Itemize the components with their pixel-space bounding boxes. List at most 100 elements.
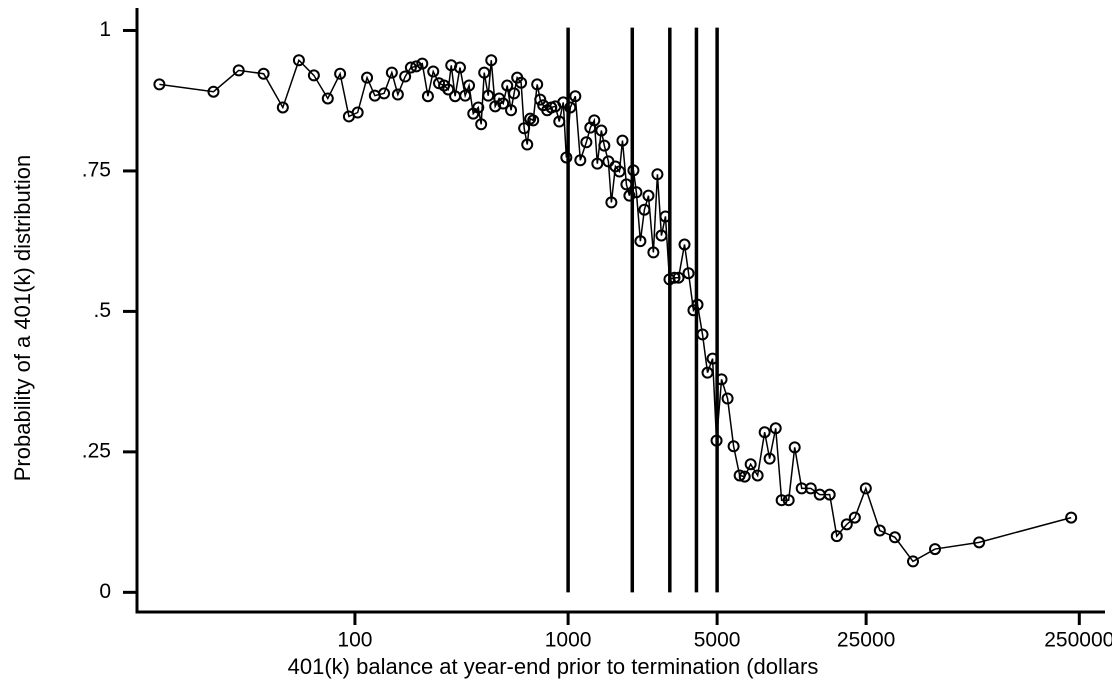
data-point: [651, 168, 664, 181]
data-line: [159, 58, 1072, 563]
data-point: [475, 118, 488, 131]
data-point: [459, 89, 472, 102]
data-point: [701, 366, 714, 379]
data-point: [588, 114, 601, 127]
data-point: [859, 482, 872, 495]
data-point: [527, 114, 540, 127]
data-point: [804, 482, 817, 495]
data-point: [678, 238, 691, 251]
data-point: [472, 101, 485, 114]
data-point: [613, 165, 626, 178]
data-point: [478, 66, 491, 79]
data-point: [782, 494, 795, 507]
data-point: [630, 186, 643, 199]
data-point: [508, 87, 521, 100]
data-point: [427, 65, 440, 78]
data-point: [321, 92, 334, 105]
data-point: [276, 101, 289, 114]
data-point: [672, 271, 685, 284]
data-point: [292, 54, 305, 67]
data-point: [207, 85, 220, 98]
data-point: [788, 441, 801, 454]
data-point: [769, 422, 782, 435]
data-point: [232, 64, 245, 77]
y-tick-label: 0: [99, 580, 111, 603]
y-axis-label: Probability of a 401(k) distribution: [10, 155, 35, 482]
data-point: [738, 470, 751, 483]
data-point: [404, 61, 417, 74]
data-point: [391, 88, 404, 101]
data-point: [605, 196, 618, 209]
data-point: [830, 530, 843, 543]
data-point: [569, 90, 582, 103]
data-point: [482, 89, 495, 102]
data-point: [668, 271, 681, 284]
data-point: [763, 452, 776, 465]
data-point: [659, 210, 672, 223]
data-point: [616, 134, 629, 147]
x-tick-label: 5000: [694, 629, 741, 652]
data-point: [518, 122, 531, 135]
data-point: [378, 87, 391, 100]
data-point: [485, 54, 498, 67]
data-point: [706, 352, 719, 365]
x-tick-label: 250000: [1044, 629, 1112, 652]
data-point: [564, 101, 577, 114]
data-point: [257, 67, 270, 80]
data-point: [515, 76, 528, 89]
y-tick-label: .75: [82, 158, 111, 181]
data-point: [973, 536, 986, 549]
data-point: [906, 555, 919, 568]
data-point: [385, 66, 398, 79]
data-point: [591, 157, 604, 170]
data-point: [1065, 511, 1078, 524]
y-tick-label: 1: [99, 18, 111, 41]
data-point: [696, 328, 709, 341]
data-point: [416, 57, 429, 70]
x-tick-label: 25000: [837, 629, 895, 652]
data-point: [873, 524, 886, 537]
y-tick-label: .25: [82, 439, 111, 462]
data-point: [553, 115, 566, 128]
x-axis-label: 401(k) balance at year-end prior to term…: [288, 654, 819, 679]
data-point: [634, 235, 647, 248]
data-point: [647, 246, 660, 259]
data-point: [623, 189, 636, 202]
data-point: [410, 60, 423, 73]
data-point: [453, 61, 466, 74]
data-point: [521, 138, 534, 151]
data-point: [848, 511, 861, 524]
data-point: [361, 71, 374, 84]
data-point: [574, 154, 587, 167]
data-point: [463, 79, 476, 92]
data-point: [442, 83, 455, 96]
data-point: [710, 434, 723, 447]
y-tick-label: .5: [93, 299, 111, 322]
data-point: [620, 178, 633, 191]
x-tick-label: 100: [337, 629, 372, 652]
data-point: [642, 189, 655, 202]
data-point: [823, 488, 836, 501]
data-point: [501, 79, 514, 92]
data-point: [497, 97, 510, 110]
data-point: [598, 139, 611, 152]
data-point: [751, 469, 764, 482]
data-point: [351, 106, 364, 119]
data-point: [531, 78, 544, 91]
data-point: [627, 164, 640, 177]
x-tick-label: 1000: [545, 629, 592, 652]
data-point: [421, 90, 434, 103]
data-point: [655, 229, 668, 242]
data-point: [758, 426, 771, 439]
data-point: [153, 78, 166, 91]
data-point: [334, 67, 347, 80]
data-point: [595, 124, 608, 137]
data-point: [744, 458, 757, 471]
data-point: [399, 70, 412, 83]
data-point: [775, 494, 788, 507]
data-point: [307, 69, 320, 82]
data-point: [505, 104, 518, 117]
data-point: [888, 531, 901, 544]
data-point: [721, 392, 734, 405]
